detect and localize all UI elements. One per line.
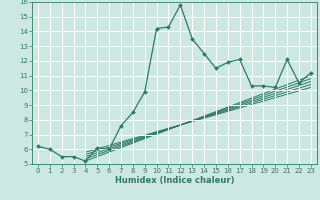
X-axis label: Humidex (Indice chaleur): Humidex (Indice chaleur) bbox=[115, 176, 234, 185]
